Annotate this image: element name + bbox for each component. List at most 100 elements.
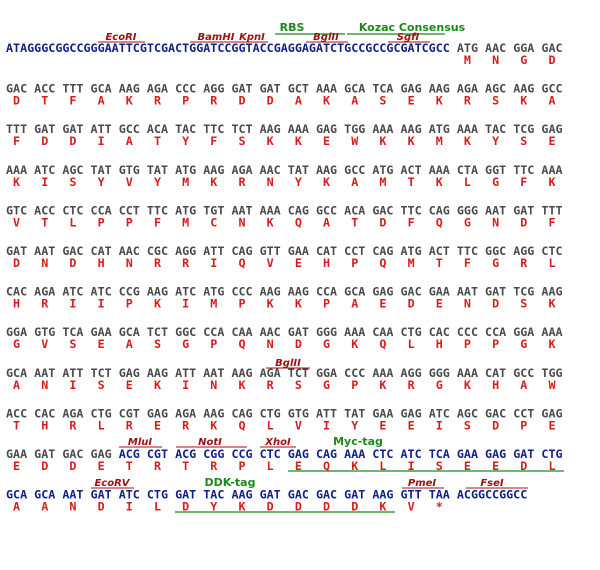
codon: GCC — [119, 122, 140, 136]
codon: AAG — [119, 82, 140, 96]
amino-acid: L — [464, 175, 471, 189]
amino-acid: Q — [295, 215, 302, 229]
amino-acid: K — [436, 94, 443, 108]
codon: GAG — [401, 82, 422, 96]
amino-acid: D — [182, 500, 189, 514]
codon: GAT — [260, 488, 281, 502]
codon: TGG — [344, 122, 365, 136]
amino-acid: P — [520, 418, 527, 432]
amino-acid: K — [323, 94, 330, 108]
amino-acid: K — [154, 297, 161, 311]
amino-acid: L — [267, 418, 274, 432]
amino-acid: * — [436, 500, 443, 514]
codon: AGA — [147, 82, 168, 96]
codon: CAG — [288, 203, 309, 217]
amino-acid: H — [98, 256, 105, 270]
amino-acid: E — [154, 418, 161, 432]
amino-acid: F — [548, 215, 555, 229]
codon: CAG — [231, 244, 252, 258]
codon: TAA — [429, 488, 450, 502]
codon: AAT — [203, 366, 224, 380]
amino-acid: R — [154, 459, 162, 473]
amino-acid: S — [154, 337, 161, 351]
amino-acid: A — [126, 337, 133, 351]
amino-acid: F — [520, 175, 527, 189]
codon: AAA — [6, 163, 27, 177]
codon: AAT — [34, 244, 55, 258]
amino-acid: E — [98, 337, 105, 351]
codon: AAG — [203, 163, 224, 177]
codon: AGG — [513, 244, 534, 258]
amino-acid: S — [464, 418, 471, 432]
amino-acid: K — [379, 378, 386, 392]
amino-acid: K — [351, 337, 358, 351]
codon: GAT — [231, 82, 252, 96]
amino-acid: K — [548, 337, 555, 351]
amino-acid: I — [210, 256, 217, 270]
amino-acid: Q — [238, 337, 245, 351]
codon: AAA — [429, 163, 450, 177]
site-label: EcoRI — [105, 32, 136, 43]
codon: AAA — [344, 325, 365, 339]
amino-acid: R — [41, 297, 49, 311]
amino-acid: I — [126, 500, 133, 514]
codon: GAG — [288, 447, 309, 461]
codon: GCC — [344, 163, 365, 177]
codon: GGA — [6, 325, 27, 339]
codon: AAG — [288, 285, 309, 299]
trailer-sequence: ACGGCCGGCC — [457, 488, 527, 502]
amino-acid: M — [210, 297, 217, 311]
amino-acid: R — [464, 94, 472, 108]
amino-acid: D — [98, 500, 105, 514]
amino-acid: D — [351, 500, 358, 514]
amino-acid: K — [379, 134, 386, 148]
amino-acid: D — [323, 500, 330, 514]
codon: AAA — [457, 366, 478, 380]
codon: GAC — [62, 447, 83, 461]
codon: GGA — [513, 41, 534, 55]
amino-acid: G — [520, 53, 527, 67]
codon: GAC — [62, 244, 83, 258]
codon: ACA — [344, 203, 365, 217]
amino-acid: K — [210, 175, 217, 189]
amino-acid: Y — [210, 500, 217, 514]
codon: ATC — [91, 285, 112, 299]
codon: CAG — [231, 406, 252, 420]
codon: CAT — [91, 244, 112, 258]
codon: GAC — [401, 285, 422, 299]
codon: TCT — [91, 366, 112, 380]
amino-acid: K — [267, 215, 274, 229]
amino-acid: S — [295, 378, 302, 392]
codon: CTG — [401, 325, 422, 339]
amino-acid: L — [548, 256, 555, 270]
codon: ACG — [119, 447, 140, 461]
codon: GAT — [34, 447, 55, 461]
codon: TCT — [288, 366, 309, 380]
codon: CCA — [316, 285, 337, 299]
amino-acid: M — [436, 134, 443, 148]
amino-acid: S — [492, 94, 499, 108]
codon: AAG — [203, 406, 224, 420]
amino-acid: S — [436, 459, 443, 473]
amino-acid: F — [408, 215, 415, 229]
amino-acid: L — [267, 459, 274, 473]
codon: AAA — [372, 366, 393, 380]
site-label: BglII — [275, 358, 301, 369]
codon: GAG — [91, 447, 112, 461]
codon: GGA — [513, 325, 534, 339]
codon: ATC — [119, 488, 140, 502]
amino-acid: D — [520, 459, 527, 473]
codon: ATC — [62, 285, 83, 299]
codon: GAG — [485, 447, 506, 461]
amino-acid: N — [267, 337, 274, 351]
codon: CGG — [203, 447, 224, 461]
codon: GAC — [541, 41, 562, 55]
amino-acid: S — [379, 94, 386, 108]
codon: GCC — [513, 366, 534, 380]
amino-acid: I — [98, 297, 105, 311]
codon: CTA — [457, 163, 478, 177]
site-label: XhoI — [264, 437, 291, 448]
amino-acid: R — [267, 378, 275, 392]
amino-acid: D — [548, 53, 555, 67]
